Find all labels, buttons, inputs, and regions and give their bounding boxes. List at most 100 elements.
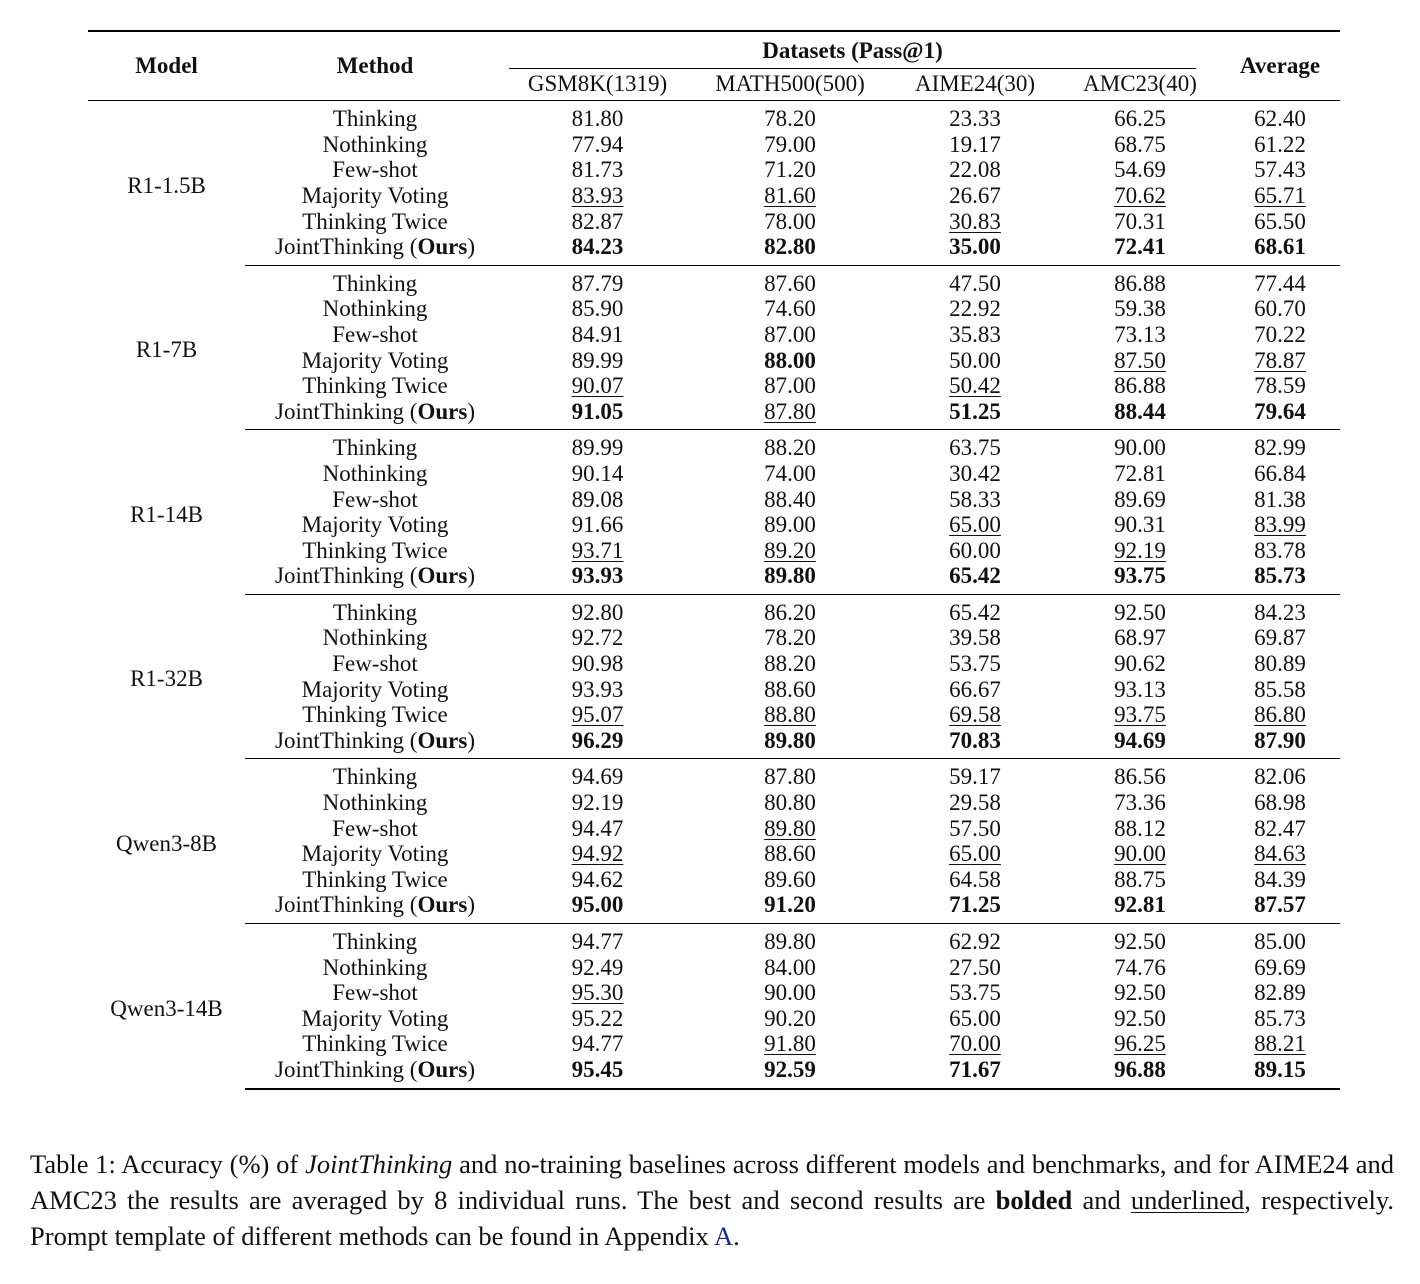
method-cell: Few-shot xyxy=(245,816,505,842)
cell-value: 65.71 xyxy=(1254,182,1306,208)
method-cell: Thinking xyxy=(245,759,505,790)
cell-value: 65.00 xyxy=(949,841,1001,867)
method-cell: Thinking xyxy=(245,101,505,132)
cell-value: 57.43 xyxy=(1254,157,1306,183)
method-name: ) xyxy=(467,234,475,260)
cell-value: 79.64 xyxy=(1254,398,1306,424)
value-cell: 27.50 xyxy=(890,955,1060,981)
value-cell: 71.67 xyxy=(890,1056,1060,1090)
value-cell: 92.50 xyxy=(1060,594,1220,625)
method-name: Few-shot xyxy=(332,980,418,1006)
value-cell: 66.67 xyxy=(890,677,1060,703)
value-cell: 87.80 xyxy=(690,398,890,431)
value-cell: 92.50 xyxy=(1060,980,1220,1006)
model-group: R1-32B Thinking 92.80 86.20 65.42 92.50 84.23 N… xyxy=(88,594,1341,760)
cell-value: 92.81 xyxy=(1114,892,1166,918)
value-cell: 88.75 xyxy=(1060,867,1220,893)
value-cell: 22.08 xyxy=(890,157,1060,183)
cell-value: 69.87 xyxy=(1254,625,1306,651)
caption-text: . xyxy=(733,1221,740,1251)
value-cell: 78.20 xyxy=(690,625,890,651)
table-row: Thinking Twice 90.07 87.00 50.42 86.88 78.59 xyxy=(88,373,1340,399)
cell-value: 60.70 xyxy=(1254,296,1306,322)
table-row: Nothinking 92.72 78.20 39.58 68.97 69.87 xyxy=(88,625,1340,651)
value-cell: 26.67 xyxy=(890,183,1060,209)
value-cell: 62.40 xyxy=(1220,101,1340,132)
cell-value: 71.67 xyxy=(949,1056,1001,1082)
method-name: Majority Voting xyxy=(301,347,449,373)
table-row: JointThinking (Ours) 91.05 87.80 51.25 88.44… xyxy=(88,398,1341,431)
cell-value: 74.60 xyxy=(764,296,816,322)
header-average: Average xyxy=(1220,30,1341,102)
value-cell: 69.87 xyxy=(1220,625,1340,651)
value-cell: 68.97 xyxy=(1060,625,1220,651)
cell-value: 88.21 xyxy=(1254,1031,1306,1057)
cell-value: 68.61 xyxy=(1254,234,1306,260)
cell-value: 86.88 xyxy=(1114,373,1166,399)
value-cell: 30.83 xyxy=(890,209,1060,235)
value-cell: 92.59 xyxy=(690,1056,890,1090)
value-cell: 93.93 xyxy=(505,677,690,703)
method-name: Thinking xyxy=(332,764,418,790)
value-cell: 81.60 xyxy=(690,183,890,209)
value-cell: 87.50 xyxy=(1060,348,1220,374)
cell-value: 73.36 xyxy=(1114,790,1166,816)
value-cell: 82.99 xyxy=(1220,430,1340,461)
cell-value: 96.25 xyxy=(1114,1031,1166,1057)
cell-value: 89.69 xyxy=(1114,486,1166,512)
value-cell: 90.20 xyxy=(690,1006,890,1032)
cell-value: 88.20 xyxy=(764,651,816,677)
cell-value: 82.80 xyxy=(764,234,816,260)
cell-value: 82.87 xyxy=(571,208,624,234)
cell-value: 78.20 xyxy=(764,625,816,651)
method-name: Few-shot xyxy=(332,486,418,512)
value-cell: 83.93 xyxy=(505,183,690,209)
value-cell: 62.92 xyxy=(890,924,1060,955)
cell-value: 83.99 xyxy=(1254,512,1306,538)
table-row: R1-1.5B Thinking 81.80 78.20 23.33 66.25 62.40 xyxy=(88,101,1340,198)
method-cell: Thinking xyxy=(245,924,505,955)
cell-value: 88.75 xyxy=(1114,866,1166,892)
value-cell: 90.98 xyxy=(505,651,690,677)
cell-value: 93.93 xyxy=(571,676,624,702)
method-cell: Few-shot xyxy=(245,980,505,1006)
table-row: Thinking Twice 93.71 89.20 60.00 92.19 83.78 xyxy=(88,538,1340,564)
method-name: JointThinking ( xyxy=(275,398,418,424)
method-name: Majority Voting xyxy=(301,182,449,208)
value-cell: 88.20 xyxy=(690,430,890,461)
method-name: Ours xyxy=(417,563,468,589)
method-name: Thinking xyxy=(332,106,418,132)
method-cell: Thinking Twice xyxy=(245,867,505,893)
cell-value: 88.20 xyxy=(764,435,816,461)
cell-value: 94.77 xyxy=(571,929,624,954)
table-row: JointThinking (Ours) 96.29 89.80 70.83 94.69… xyxy=(88,727,1341,760)
value-cell: 78.59 xyxy=(1220,373,1340,399)
cell-value: 83.93 xyxy=(571,182,624,208)
value-cell: 87.00 xyxy=(690,373,890,399)
datasets-label: Datasets (Pass@1) xyxy=(509,32,1197,69)
cell-value: 22.92 xyxy=(949,296,1001,322)
value-cell: 94.62 xyxy=(505,867,690,893)
value-cell: 72.41 xyxy=(1060,234,1221,266)
value-cell: 61.22 xyxy=(1220,132,1340,158)
method-name: Nothinking xyxy=(322,954,428,980)
value-cell: 88.60 xyxy=(690,841,890,867)
value-cell: 92.81 xyxy=(1060,892,1221,925)
cell-value: 89.99 xyxy=(571,347,624,373)
cell-value: 62.92 xyxy=(949,929,1001,954)
cell-value: 93.71 xyxy=(571,537,624,563)
value-cell: 64.58 xyxy=(890,867,1060,893)
cell-value: 85.90 xyxy=(571,296,624,322)
value-cell: 63.75 xyxy=(890,430,1060,461)
value-cell: 69.58 xyxy=(890,702,1060,728)
cell-value: 70.00 xyxy=(949,1031,1001,1057)
cell-value: 70.62 xyxy=(1114,182,1166,208)
cell-value: 84.91 xyxy=(571,321,624,347)
cell-value: 70.31 xyxy=(1114,208,1166,234)
table-row: Majority Voting 95.22 90.20 65.00 92.50 85.73 xyxy=(88,1006,1340,1032)
cell-value: 92.19 xyxy=(1114,537,1166,563)
method-name: Thinking Twice xyxy=(302,866,448,892)
cell-value: 69.58 xyxy=(949,702,1001,728)
method-cell: Nothinking xyxy=(245,296,505,322)
caption: Table 1: Accuracy (%) of JointThinking a… xyxy=(30,1146,1394,1254)
